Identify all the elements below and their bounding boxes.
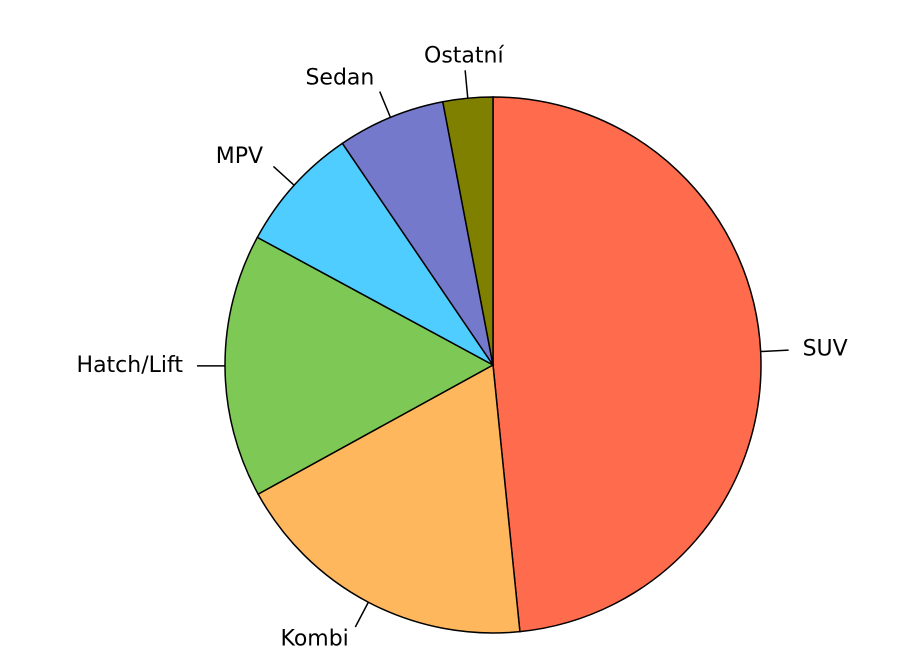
leader-line — [760, 349, 789, 353]
slice-label: Ostatní — [424, 43, 504, 68]
pie-slice — [441, 96, 494, 366]
leader-line — [272, 165, 295, 186]
leader-line — [464, 70, 469, 99]
slice-label: MPV — [216, 144, 263, 169]
slice-label: Kombi — [280, 626, 348, 651]
slice-label: Sedan — [305, 66, 374, 91]
pie-slice — [341, 100, 494, 366]
slice-label: SUV — [803, 336, 848, 361]
pie-slice — [492, 96, 762, 633]
leader-line — [354, 601, 370, 628]
pie-slice — [257, 363, 521, 634]
slice-label: Hatch/Lift — [77, 353, 184, 378]
leader-line — [379, 91, 392, 118]
